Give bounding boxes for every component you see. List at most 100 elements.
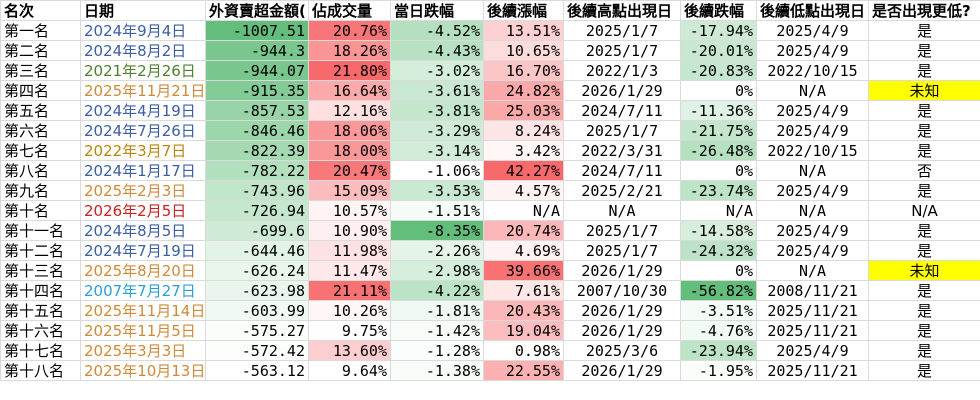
header-high-date[interactable]: 後續高點出現日 [563,0,681,21]
low-date-cell[interactable]: 2022/10/15 [756,60,869,81]
low-date-cell[interactable]: 2008/11/21 [756,280,869,301]
day-drop-cell[interactable]: -1.42% [390,320,484,341]
rank-cell[interactable]: 第十二名 [0,240,81,261]
low-date-cell[interactable]: 2025/4/9 [756,240,869,261]
high-date-cell[interactable]: 2024/7/11 [563,100,681,121]
day-drop-cell[interactable]: -4.43% [390,40,484,61]
subsequent-rise-cell[interactable]: 3.42% [483,140,564,161]
date-cell[interactable]: 2024年4月19日 [80,100,206,121]
volume-ratio-cell[interactable]: 13.60% [308,340,391,361]
sell-amount-cell[interactable]: -563.12 [205,360,309,381]
volume-ratio-cell[interactable]: 11.47% [308,260,391,281]
low-date-cell[interactable]: 2025/4/9 [756,340,869,361]
volume-ratio-cell[interactable]: 18.26% [308,40,391,61]
subsequent-fall-cell[interactable]: -17.94% [680,20,757,41]
subsequent-rise-cell[interactable]: 20.43% [483,300,564,321]
subsequent-rise-cell[interactable]: 4.57% [483,180,564,201]
lower-flag-cell[interactable]: 是 [868,300,980,321]
volume-ratio-cell[interactable]: 9.75% [308,320,391,341]
high-date-cell[interactable]: 2025/1/7 [563,20,681,41]
day-drop-cell[interactable]: -1.28% [390,340,484,361]
volume-ratio-cell[interactable]: 18.00% [308,140,391,161]
header-lower-flag[interactable]: 是否出現更低? [868,0,980,21]
sell-amount-cell[interactable]: -603.99 [205,300,309,321]
subsequent-fall-cell[interactable]: -23.94% [680,340,757,361]
lower-flag-cell[interactable]: 是 [868,140,980,161]
volume-ratio-cell[interactable]: 12.16% [308,100,391,121]
low-date-cell[interactable]: 2025/4/9 [756,40,869,61]
date-cell[interactable]: 2025年11月21日 [80,80,206,101]
rank-cell[interactable]: 第十六名 [0,320,81,341]
high-date-cell[interactable]: 2026/1/29 [563,360,681,381]
date-cell[interactable]: 2024年1月17日 [80,160,206,181]
high-date-cell[interactable]: 2025/2/21 [563,180,681,201]
low-date-cell[interactable]: 2025/4/9 [756,20,869,41]
lower-flag-cell[interactable]: 是 [868,320,980,341]
rank-cell[interactable]: 第十七名 [0,340,81,361]
subsequent-fall-cell[interactable]: -3.51% [680,300,757,321]
day-drop-cell[interactable]: -3.61% [390,80,484,101]
low-date-cell[interactable]: 2025/11/21 [756,360,869,381]
low-date-cell[interactable]: 2025/11/21 [756,320,869,341]
sell-amount-cell[interactable]: -743.96 [205,180,309,201]
rank-cell[interactable]: 第五名 [0,100,81,121]
sell-amount-cell[interactable]: -944.07 [205,60,309,81]
high-date-cell[interactable]: 2022/3/31 [563,140,681,161]
rank-cell[interactable]: 第八名 [0,160,81,181]
date-cell[interactable]: 2026年2月5日 [80,200,206,221]
subsequent-rise-cell[interactable]: 24.82% [483,80,564,101]
lower-flag-cell[interactable]: 是 [868,340,980,361]
low-date-cell[interactable]: 2025/4/9 [756,220,869,241]
low-date-cell[interactable]: 2025/11/21 [756,300,869,321]
volume-ratio-cell[interactable]: 21.11% [308,280,391,301]
day-drop-cell[interactable]: -8.35% [390,220,484,241]
low-date-cell[interactable]: 2022/10/15 [756,140,869,161]
low-date-cell[interactable]: 2025/4/9 [756,180,869,201]
date-cell[interactable]: 2025年11月14日 [80,300,206,321]
subsequent-fall-cell[interactable]: -56.82% [680,280,757,301]
day-drop-cell[interactable]: -1.06% [390,160,484,181]
day-drop-cell[interactable]: -2.26% [390,240,484,261]
subsequent-fall-cell[interactable]: -20.01% [680,40,757,61]
volume-ratio-cell[interactable]: 15.09% [308,180,391,201]
low-date-cell[interactable]: N/A [756,200,869,221]
sell-amount-cell[interactable]: -1007.51 [205,20,309,41]
subsequent-fall-cell[interactable]: -23.74% [680,180,757,201]
subsequent-rise-cell[interactable]: 25.03% [483,100,564,121]
rank-cell[interactable]: 第四名 [0,80,81,101]
date-cell[interactable]: 2022年3月7日 [80,140,206,161]
volume-ratio-cell[interactable]: 10.26% [308,300,391,321]
lower-flag-cell[interactable]: 是 [868,120,980,141]
rank-cell[interactable]: 第七名 [0,140,81,161]
sell-amount-cell[interactable]: -623.98 [205,280,309,301]
volume-ratio-cell[interactable]: 10.90% [308,220,391,241]
lower-flag-cell[interactable]: 是 [868,220,980,241]
header-rank[interactable]: 名次 [0,0,81,21]
sell-amount-cell[interactable]: -626.24 [205,260,309,281]
subsequent-fall-cell[interactable]: -11.36% [680,100,757,121]
header-low-date[interactable]: 後續低點出現日 [756,0,869,21]
lower-flag-cell[interactable]: N/A [868,200,980,221]
date-cell[interactable]: 2025年2月3日 [80,180,206,201]
day-drop-cell[interactable]: -3.02% [390,60,484,81]
date-cell[interactable]: 2025年11月5日 [80,320,206,341]
high-date-cell[interactable]: 2026/1/29 [563,80,681,101]
sell-amount-cell[interactable]: -572.42 [205,340,309,361]
sell-amount-cell[interactable]: -699.6 [205,220,309,241]
volume-ratio-cell[interactable]: 20.76% [308,20,391,41]
volume-ratio-cell[interactable]: 11.98% [308,240,391,261]
subsequent-rise-cell[interactable]: 22.55% [483,360,564,381]
day-drop-cell[interactable]: -3.14% [390,140,484,161]
lower-flag-cell[interactable]: 是 [868,40,980,61]
high-date-cell[interactable]: 2025/1/7 [563,40,681,61]
sell-amount-cell[interactable]: -915.35 [205,80,309,101]
subsequent-rise-cell[interactable]: 13.51% [483,20,564,41]
subsequent-rise-cell[interactable]: 20.74% [483,220,564,241]
subsequent-rise-cell[interactable]: 4.69% [483,240,564,261]
lower-flag-cell[interactable]: 未知 [868,260,980,281]
header-date[interactable]: 日期 [80,0,206,21]
rank-cell[interactable]: 第一名 [0,20,81,41]
date-cell[interactable]: 2024年8月2日 [80,40,206,61]
subsequent-fall-cell[interactable]: -21.75% [680,120,757,141]
date-cell[interactable]: 2025年8月20日 [80,260,206,281]
